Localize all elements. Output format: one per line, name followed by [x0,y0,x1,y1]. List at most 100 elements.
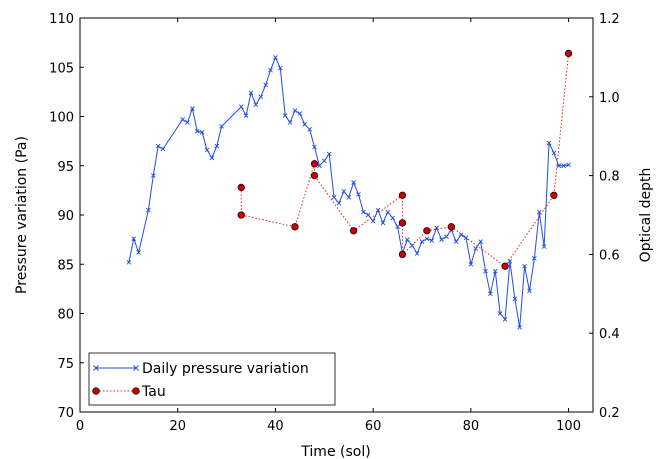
y-tick-label: 105 [49,61,74,76]
pressure-point [453,239,459,244]
pressure-point [424,236,430,241]
x-tick-label: 60 [365,419,382,434]
pressure-point [517,324,523,330]
axes: 0 20 40 60 80 100 70 75 80 85 90 95 100 105 110 0.2 0.4 0… [49,12,620,434]
pressure-point [380,220,386,226]
tau-point [237,183,245,192]
pressure-point [307,126,312,132]
x-tick-label: 40 [267,419,284,434]
y2-tick-label: 0.8 [599,170,620,185]
plot-markers [126,49,573,330]
y-axis-title: Pressure variation (Pa) [14,136,30,294]
pressure-point [541,244,547,249]
pressure-point [405,237,410,242]
tau-point [349,227,358,235]
pressure-point [488,291,493,297]
pressure-point [483,268,488,274]
pressure-point [351,180,356,185]
y-tick-label: 85 [57,258,74,273]
pressure-point [331,194,337,200]
pressure-point [365,212,371,218]
legend-box [88,352,336,406]
pressure-point [512,296,518,302]
tau-point [423,227,431,235]
pressure-point [566,162,571,168]
pressure-point [209,155,215,161]
x-axis-title: Time (sol) [300,444,370,459]
pressure-point [136,250,141,255]
pressure-point [258,94,264,100]
pressure-point [551,150,557,156]
y2-axis-title: Optical depth [638,168,654,263]
pressure-point [409,243,415,248]
pressure-point [146,207,151,213]
y-tick-label: 100 [49,111,74,126]
pressure-point [546,140,552,146]
legend-marker-tau-end [132,387,140,395]
pressure-point [180,117,185,122]
y2-tick-label: 0.2 [599,406,620,421]
y2-tick-label: 1.0 [599,91,620,106]
tau-point [291,223,299,231]
legend-label-pressure: Daily pressure variation [142,361,309,377]
pressure-point [312,144,317,150]
pressure-point [268,67,273,73]
pressure-point [336,200,342,206]
pressure-point [439,237,444,242]
x-tick-label: 100 [556,419,581,434]
pressure-point [131,236,137,241]
x-tick-label: 0 [76,419,84,434]
pressure-point [502,317,508,322]
pressure-point [478,239,483,244]
pressure-point [556,163,562,169]
pressure-point [243,113,249,118]
pressure-point [194,128,200,134]
pressure-point [287,120,293,125]
pressure-point [214,143,220,149]
x-tick-label: 20 [169,419,186,434]
pressure-point [297,111,303,116]
legend-marker-pressure-end [133,365,139,371]
pressure-point [346,194,352,200]
tau-point [501,262,509,270]
pressure-point [361,209,366,215]
pressure-point [463,235,469,240]
y-tick-label: 110 [49,12,74,27]
pressure-point [370,218,376,224]
pressure-point [385,209,391,215]
pressure-series-line [128,56,569,328]
pressure-point [458,232,464,238]
tau-point [310,171,319,180]
pressure-point [419,239,425,244]
legend-marker-pressure-start [93,365,99,371]
legend: Daily pressure variation Tau [88,352,336,406]
legend-marker-tau-start [92,387,100,395]
pressure-point [253,102,259,107]
pressure-point [273,55,278,60]
pressure-point [126,259,132,265]
pressure-point [497,311,503,316]
pressure-point [356,191,361,197]
tau-point [398,250,407,259]
pressure-point [263,82,268,88]
pressure-point [199,129,205,135]
pressure-point [473,246,479,251]
pressure-point [341,189,347,194]
y-tick-label: 75 [57,357,74,372]
pressure-point [150,173,156,178]
pressure-point [204,147,210,153]
pressure-point [507,258,513,264]
tau-series-line [240,53,570,267]
pressure-point [522,263,527,269]
pressure-point [429,238,435,243]
plot-lines [128,53,570,328]
pressure-point [190,106,195,111]
pressure-point [444,234,449,239]
pressure-point [277,65,283,71]
pressure-point [532,256,537,261]
tau-point [447,223,455,231]
pressure-point [185,120,190,125]
pressure-point [414,251,420,256]
y-tick-label: 70 [57,406,74,421]
